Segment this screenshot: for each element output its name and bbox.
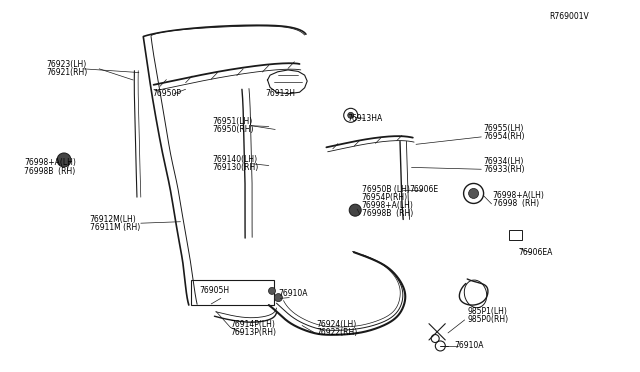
Circle shape [57, 153, 71, 167]
Text: 76922(RH): 76922(RH) [317, 328, 358, 337]
Text: 76913P(RH): 76913P(RH) [230, 328, 276, 337]
Text: 76933(RH): 76933(RH) [483, 165, 525, 174]
Text: 76950(RH): 76950(RH) [212, 125, 254, 134]
Text: 76998  (RH): 76998 (RH) [493, 199, 539, 208]
Text: 76998B  (RH): 76998B (RH) [362, 209, 413, 218]
Circle shape [468, 189, 479, 198]
Text: 76998B  (RH): 76998B (RH) [24, 167, 76, 176]
Text: 76998+A(LH): 76998+A(LH) [24, 158, 76, 167]
Circle shape [269, 288, 275, 294]
Text: 76950P: 76950P [152, 89, 181, 98]
Circle shape [348, 112, 354, 118]
Text: 76923(LH): 76923(LH) [46, 60, 86, 69]
Text: 76905H: 76905H [200, 286, 230, 295]
Text: 76912M(LH): 76912M(LH) [90, 215, 136, 224]
Text: 76906E: 76906E [410, 185, 439, 194]
Text: 76913H: 76913H [266, 89, 296, 97]
Text: R769001V: R769001V [549, 12, 589, 21]
Text: 76906EA: 76906EA [518, 248, 553, 257]
Text: 76924(LH): 76924(LH) [317, 320, 357, 329]
Text: 76950B (LH): 76950B (LH) [362, 185, 410, 194]
Text: 76954P(RH): 76954P(RH) [362, 193, 408, 202]
Text: 76914P(LH): 76914P(LH) [230, 320, 275, 329]
Text: 769130(RH): 769130(RH) [212, 163, 259, 172]
Circle shape [275, 294, 282, 302]
Text: 76951(LH): 76951(LH) [212, 117, 253, 126]
Text: 76998+A(LH): 76998+A(LH) [362, 201, 413, 210]
Text: 985P0(RH): 985P0(RH) [467, 315, 508, 324]
Text: 76955(LH): 76955(LH) [483, 124, 524, 133]
Text: 76934(LH): 76934(LH) [483, 157, 524, 166]
Text: 76910A: 76910A [278, 289, 308, 298]
Text: 76921(RH): 76921(RH) [46, 68, 87, 77]
Text: 76910A: 76910A [454, 341, 484, 350]
Text: 985P1(LH): 985P1(LH) [467, 307, 507, 316]
Text: 76911M (RH): 76911M (RH) [90, 223, 140, 232]
Text: 76913HA: 76913HA [347, 114, 382, 123]
Text: 76998+A(LH): 76998+A(LH) [493, 191, 545, 200]
Text: 769140(LH): 769140(LH) [212, 155, 258, 164]
Circle shape [349, 204, 361, 216]
Text: 76954(RH): 76954(RH) [483, 132, 525, 141]
